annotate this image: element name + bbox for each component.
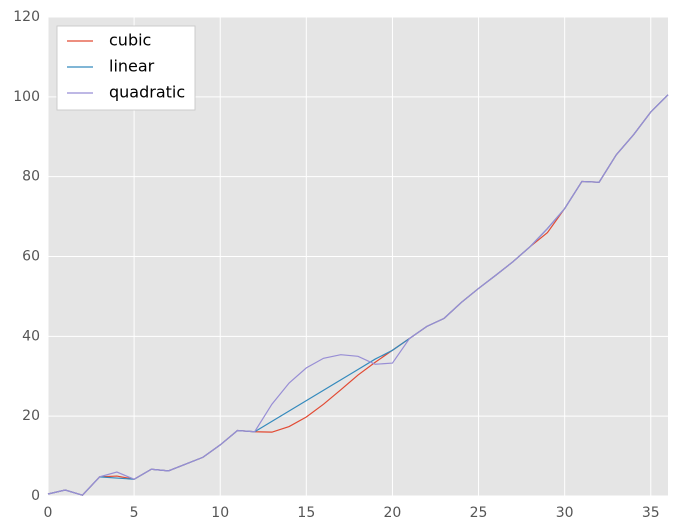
x-tick-label: 15 [297,505,315,521]
legend-box [56,25,196,111]
y-tick-label: 20 [22,408,40,424]
legend-label: quadratic [109,83,185,102]
y-tick-label: 100 [13,89,40,105]
y-tick-label: 80 [22,169,40,185]
x-tick-label: 30 [556,505,574,521]
legend: cubic linear quadratic [56,25,196,111]
line [47,94,669,496]
legend-label: cubic [109,31,151,50]
x-tick-label: 0 [44,505,53,521]
y-tick-label: 40 [22,328,40,344]
legend-label: linear [109,57,155,76]
y-tick-label: 0 [31,488,40,504]
x-tick-label: 10 [211,505,229,521]
x-tick-label: 5 [130,505,139,521]
y-tick-label: 120 [13,9,40,25]
x-tick-label: 25 [470,505,488,521]
y-tick-label: 60 [22,249,40,265]
x-tick-label: 20 [384,505,402,521]
x-tick-label: 35 [642,505,660,521]
